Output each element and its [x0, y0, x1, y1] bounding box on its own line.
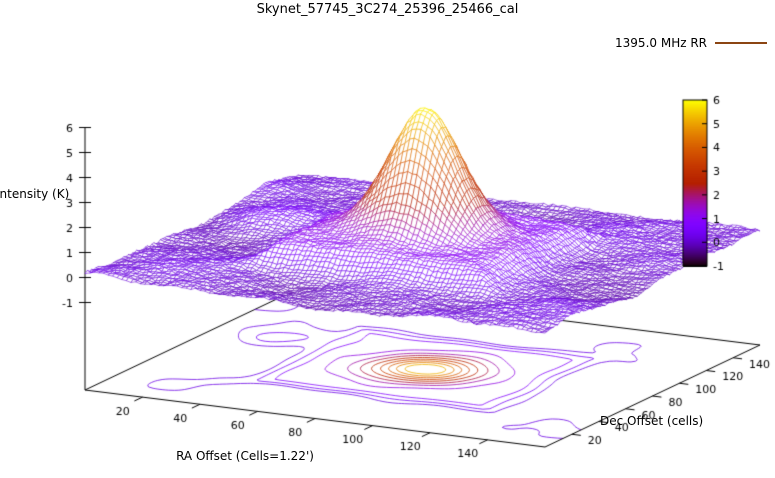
- plot-title: Skynet_57745_3C274_25396_25466_cal: [256, 2, 519, 17]
- z-axis-label: Intensity (K): [0, 187, 70, 201]
- legend: 1395.0 MHz RR: [615, 36, 767, 50]
- legend-label: 1395.0 MHz RR: [615, 36, 707, 50]
- legend-line-sample: [715, 42, 767, 44]
- y-axis-label: Dec Offset (cells): [600, 414, 704, 428]
- x-axis-label: RA Offset (Cells=1.22'): [176, 449, 314, 463]
